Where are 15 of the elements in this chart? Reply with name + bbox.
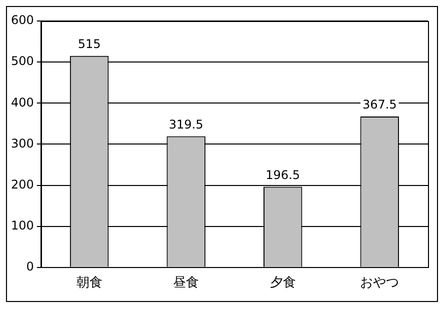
- y-tick-label: 500: [11, 54, 34, 68]
- y-tick-label: 400: [11, 95, 34, 110]
- y-tick-label: 0: [26, 260, 34, 274]
- x-tick-label: おやつ: [360, 276, 400, 291]
- data-label: 367.5: [362, 98, 397, 112]
- y-tick-label: 300: [11, 136, 34, 150]
- y-tick-label: 100: [11, 218, 34, 232]
- data-label: 196.5: [266, 168, 300, 182]
- y-tick-label: 200: [11, 177, 34, 192]
- y-tick-label: 600: [11, 13, 34, 28]
- x-tick-label: 昼食: [173, 276, 200, 291]
- x-tick-label: 朝食: [76, 276, 102, 291]
- x-tick-label: 夕食: [270, 276, 296, 291]
- data-label: 515: [78, 37, 101, 52]
- data-label: 319.5: [168, 117, 204, 132]
